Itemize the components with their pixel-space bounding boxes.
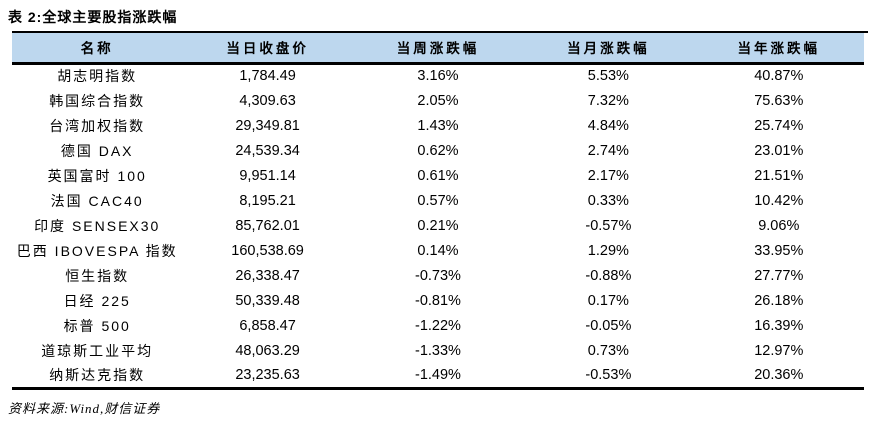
table-row: 日经 225 50,339.48 -0.81% 0.17% 26.18% — [12, 288, 864, 313]
cell-monthly: -0.88% — [585, 267, 632, 284]
cell-monthly: 7.32% — [587, 92, 629, 109]
table-row: 法国 CAC40 8,195.21 0.57% 0.33% 10.42% — [12, 188, 864, 213]
cell-yearly: 23.01% — [754, 142, 804, 159]
table-title: 表 2:全球主要股指涨跌幅 — [8, 9, 178, 25]
cell-weekly: 2.05% — [417, 92, 459, 109]
cell-monthly: 2.17% — [587, 167, 629, 184]
cell-yearly: 40.87% — [754, 68, 804, 85]
cell-close: 50,339.48 — [235, 292, 300, 309]
cell-name: 德国 DAX — [60, 142, 134, 159]
cell-monthly: 1.29% — [587, 242, 629, 259]
cell-name: 标普 500 — [63, 317, 131, 334]
title-rule — [12, 31, 868, 33]
cell-monthly: 0.33% — [587, 192, 629, 209]
cell-weekly: -1.22% — [415, 317, 461, 334]
header-monthly: 当月涨跌幅 — [523, 33, 694, 65]
cell-weekly: 1.43% — [417, 117, 459, 134]
header-close: 当日收盘价 — [182, 33, 353, 65]
cell-monthly: 0.17% — [587, 292, 629, 309]
cell-weekly: 0.14% — [417, 242, 459, 259]
cell-yearly: 25.74% — [754, 117, 804, 134]
cell-yearly: 75.63% — [754, 92, 804, 109]
cell-yearly: 21.51% — [754, 167, 804, 184]
header-yearly: 当年涨跌幅 — [693, 33, 864, 65]
cell-close: 1,784.49 — [239, 68, 296, 85]
table-row: 德国 DAX 24,539.34 0.62% 2.74% 23.01% — [12, 138, 864, 163]
cell-name: 英国富时 100 — [47, 167, 147, 184]
cell-name: 韩国综合指数 — [49, 92, 146, 109]
cell-close: 9,951.14 — [239, 167, 296, 184]
cell-close: 48,063.29 — [235, 342, 300, 359]
cell-name: 纳斯达克指数 — [49, 366, 146, 383]
table-row: 恒生指数 26,338.47 -0.73% -0.88% 27.77% — [12, 263, 864, 288]
cell-close: 4,309.63 — [239, 92, 296, 109]
header-row: 名称 当日收盘价 当周涨跌幅 当月涨跌幅 当年涨跌幅 — [12, 33, 864, 65]
cell-name: 法国 CAC40 — [50, 192, 144, 209]
cell-yearly: 10.42% — [754, 192, 804, 209]
cell-monthly: 0.73% — [587, 342, 629, 359]
table-body: 胡志明指数 1,784.49 3.16% 5.53% 40.87% 韩国综合指数 4,309… — [12, 63, 864, 388]
table-row: 标普 500 6,858.47 -1.22% -0.05% 16.39% — [12, 313, 864, 338]
cell-close: 24,539.34 — [235, 142, 300, 159]
table-row: 道琼斯工业平均 48,063.29 -1.33% 0.73% 12.97% — [12, 338, 864, 363]
cell-name: 巴西 IBOVESPA 指数 — [16, 242, 178, 259]
cell-monthly: -0.05% — [585, 317, 632, 334]
cell-name: 恒生指数 — [65, 267, 130, 284]
cell-yearly: 27.77% — [754, 267, 804, 284]
cell-monthly: 5.53% — [587, 68, 629, 85]
cell-weekly: 0.57% — [417, 192, 459, 209]
cell-yearly: 26.18% — [754, 292, 804, 309]
table-header: 名称 当日收盘价 当周涨跌幅 当月涨跌幅 当年涨跌幅 — [12, 33, 864, 65]
cell-weekly: 0.21% — [417, 217, 459, 234]
cell-monthly: -0.57% — [585, 217, 632, 234]
table-row: 巴西 IBOVESPA 指数 160,538.69 0.14% 1.29% 33.95% — [12, 238, 864, 263]
cell-weekly: -1.49% — [415, 366, 461, 383]
table-row: 印度 SENSEX30 85,762.01 0.21% -0.57% 9.06% — [12, 213, 864, 238]
source-note: 资料来源:Wind,财信证券 — [8, 400, 161, 416]
cell-name: 印度 SENSEX30 — [34, 217, 161, 234]
cell-weekly: -0.73% — [415, 267, 461, 284]
global-index-table: 名称 当日收盘价 当周涨跌幅 当月涨跌幅 当年涨跌幅 胡志明指数 1,784.49… — [12, 33, 864, 390]
cell-weekly: -1.33% — [415, 342, 461, 359]
cell-weekly: -0.81% — [415, 292, 461, 309]
cell-close: 23,235.63 — [235, 366, 300, 383]
cell-yearly: 9.06% — [758, 217, 800, 234]
table-row: 英国富时 100 9,951.14 0.61% 2.17% 21.51% — [12, 163, 864, 188]
cell-close: 160,538.69 — [231, 242, 304, 259]
cell-close: 85,762.01 — [235, 217, 300, 234]
table-row: 台湾加权指数 29,349.81 1.43% 4.84% 25.74% — [12, 113, 864, 138]
cell-weekly: 0.61% — [417, 167, 459, 184]
cell-close: 8,195.21 — [239, 192, 296, 209]
cell-weekly: 3.16% — [417, 68, 459, 85]
cell-yearly: 20.36% — [754, 366, 804, 383]
header-weekly: 当周涨跌幅 — [352, 33, 524, 65]
cell-monthly: 2.74% — [587, 142, 629, 159]
cell-name: 胡志明指数 — [57, 68, 138, 85]
cell-yearly: 16.39% — [754, 317, 804, 334]
table-row: 纳斯达克指数 23,235.63 -1.49% -0.53% 20.36% — [12, 363, 864, 388]
header-name: 名称 — [12, 33, 183, 65]
cell-name: 日经 225 — [63, 292, 131, 309]
cell-name: 道琼斯工业平均 — [41, 342, 154, 359]
cell-close: 29,349.81 — [235, 117, 300, 134]
cell-yearly: 33.95% — [754, 242, 804, 259]
cell-close: 26,338.47 — [235, 267, 300, 284]
cell-weekly: 0.62% — [417, 142, 459, 159]
table-row: 韩国综合指数 4,309.63 2.05% 7.32% 75.63% — [12, 88, 864, 113]
cell-close: 6,858.47 — [239, 317, 296, 334]
cell-monthly: -0.53% — [585, 366, 632, 383]
table-row: 胡志明指数 1,784.49 3.16% 5.53% 40.87% — [12, 63, 864, 88]
cell-yearly: 12.97% — [754, 342, 804, 359]
cell-name: 台湾加权指数 — [49, 117, 146, 134]
cell-monthly: 4.84% — [587, 117, 629, 134]
